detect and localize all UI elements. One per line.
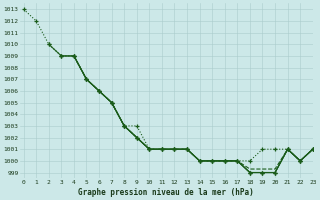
X-axis label: Graphe pression niveau de la mer (hPa): Graphe pression niveau de la mer (hPa) (78, 188, 254, 197)
